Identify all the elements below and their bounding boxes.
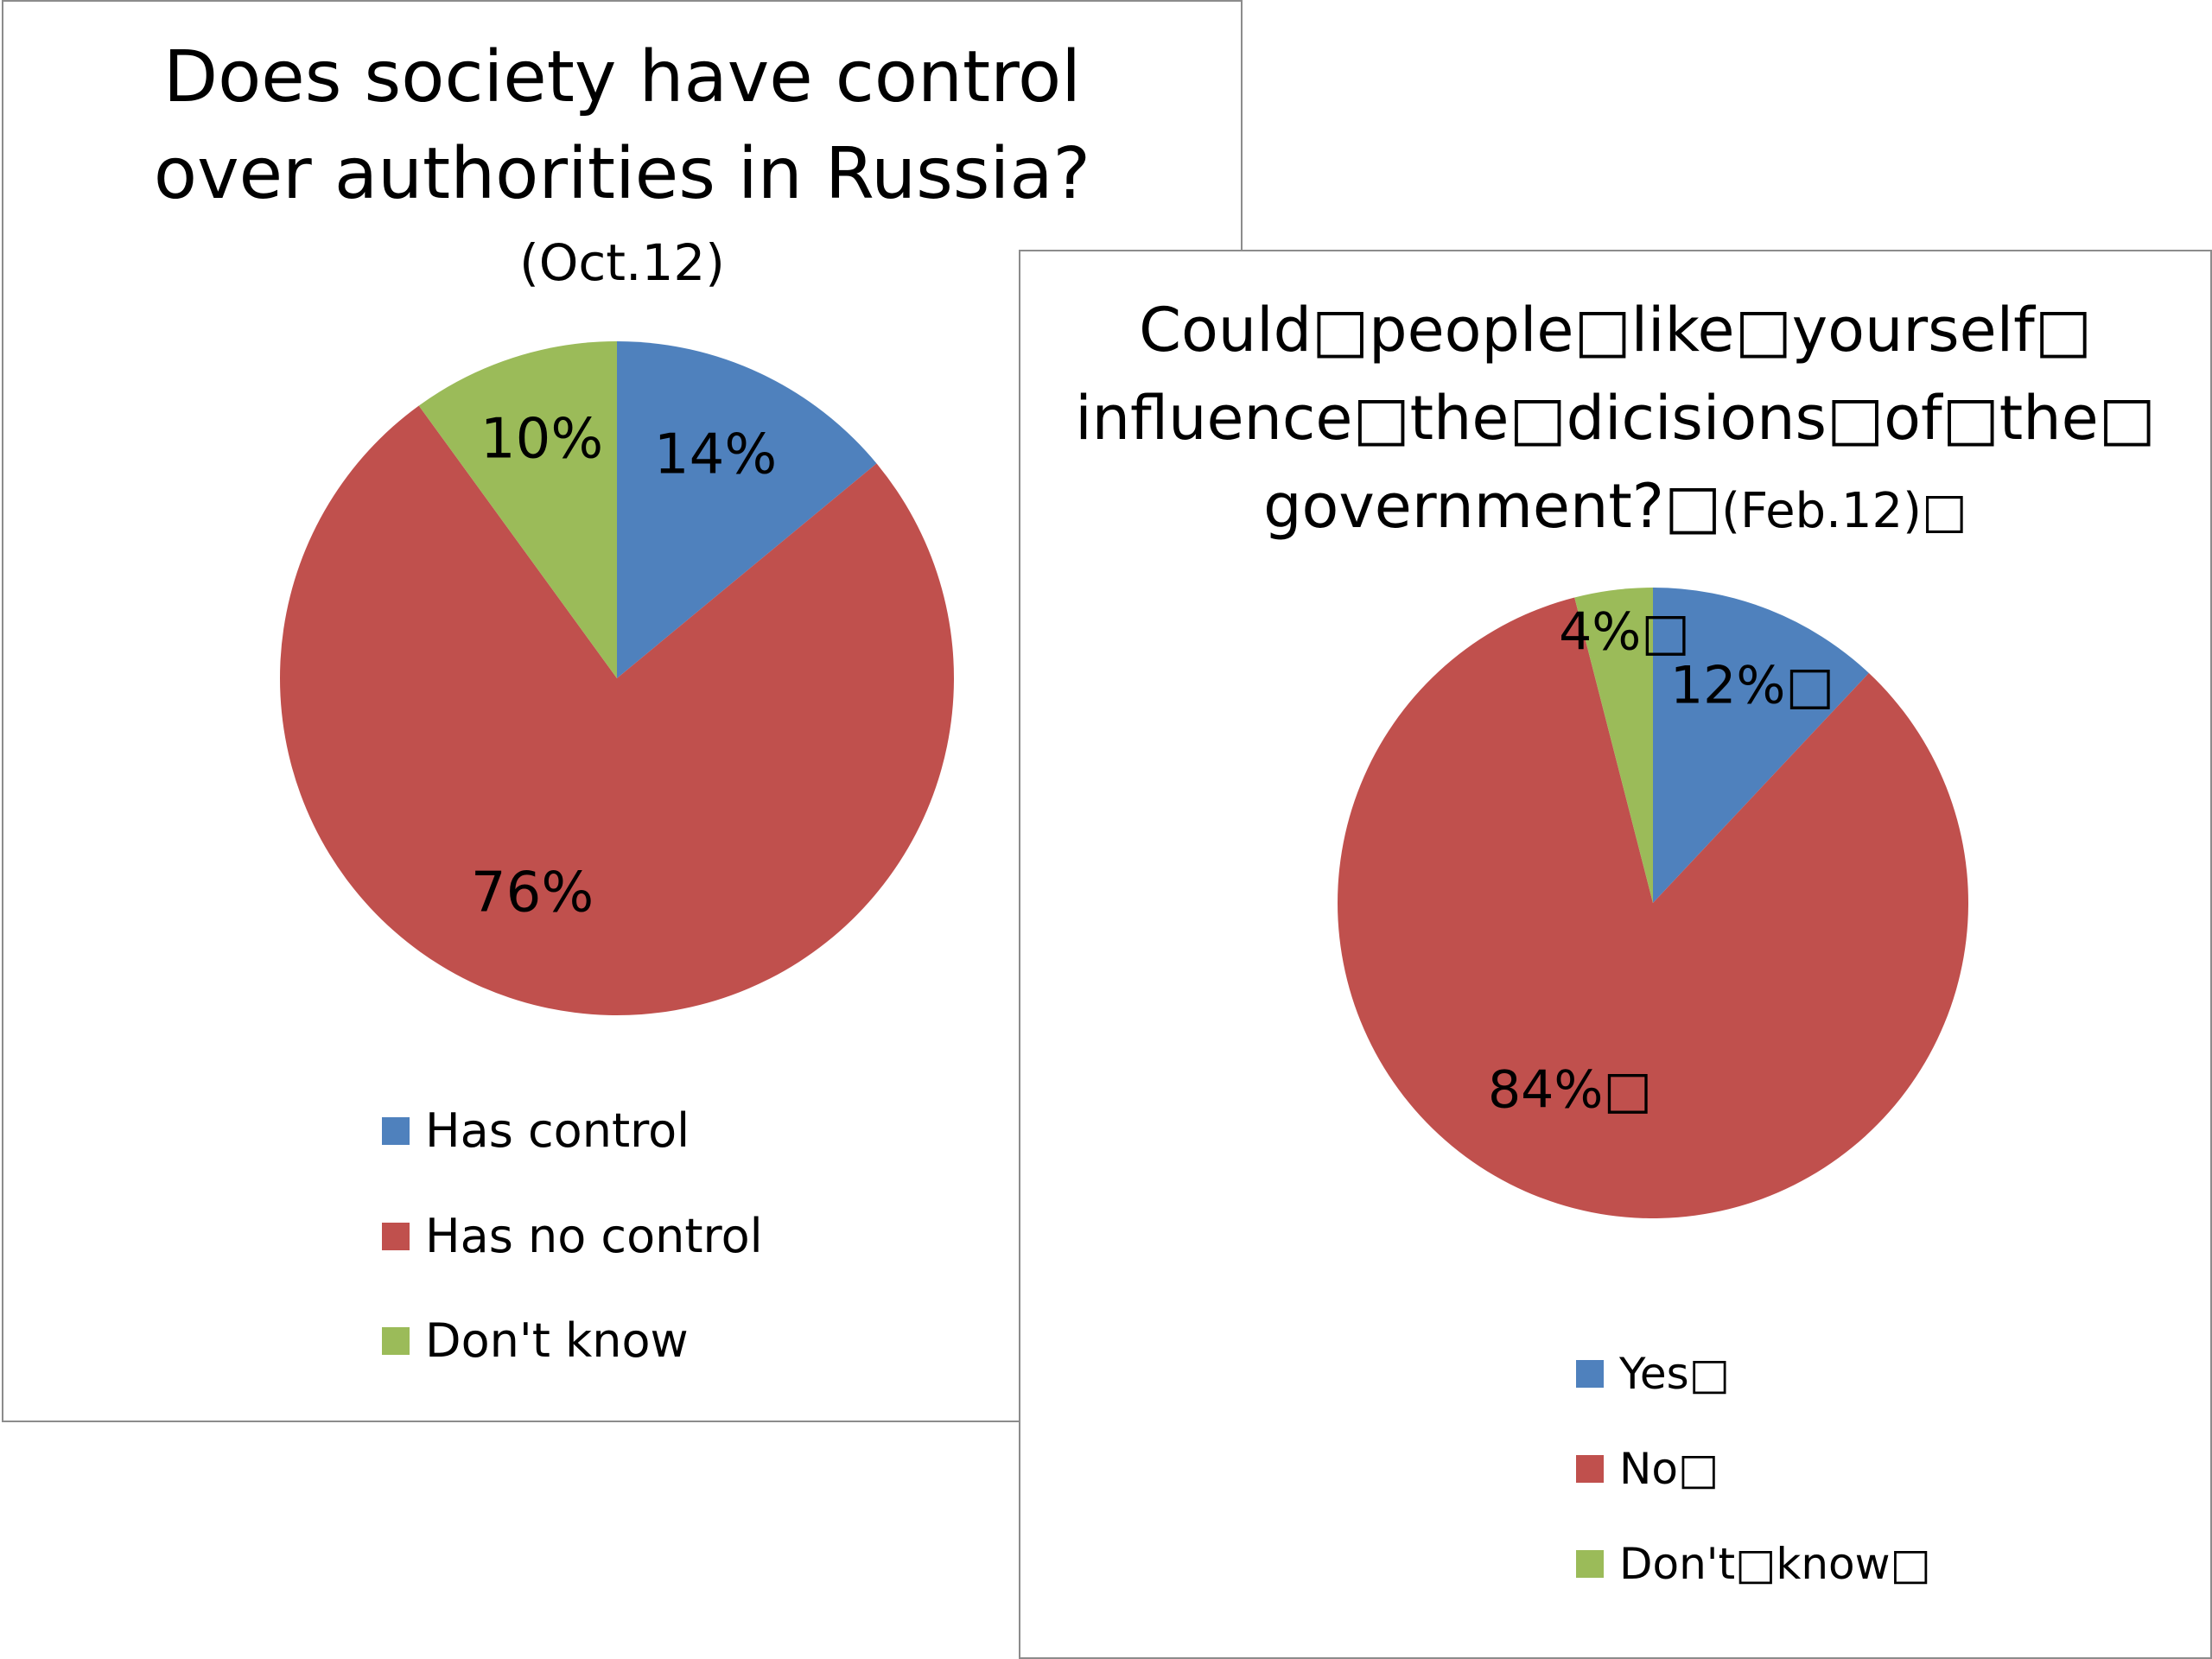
- pie-data-label-yes: 12%□: [1670, 656, 1834, 716]
- legend-swatch: [382, 1222, 410, 1250]
- legend-swatch: [382, 1116, 410, 1145]
- pie-slice-has-control: [617, 341, 877, 678]
- legend-label: Don't□know□: [1619, 1539, 1931, 1589]
- chart-subtitle: (Oct.12): [519, 233, 725, 292]
- pie-chart: 14% 76% 10%: [280, 341, 954, 1015]
- legend-label: Has control: [425, 1103, 690, 1158]
- pie-data-label-don-t-know: 4%□: [1559, 602, 1690, 663]
- chart-title-line-1: Could□people□like□yourself□: [1139, 295, 2092, 365]
- pie-chart: 12%□ 84%□ 4%□: [1338, 588, 1968, 1218]
- pie-slice-don-t-know: [1574, 588, 1653, 903]
- legend-swatch: [1576, 1455, 1604, 1483]
- legend-item-has-control: Has control: [382, 1103, 690, 1158]
- pie-slice-yes: [1653, 588, 1869, 903]
- legend-label: No□: [1619, 1444, 1719, 1494]
- chart-title-line-3-text: government?□: [1263, 471, 1722, 542]
- legend-item-no: No□: [1576, 1444, 1719, 1494]
- legend-item-dont-know: Don't know: [382, 1313, 689, 1368]
- legend-item-yes: Yes□: [1576, 1349, 1730, 1399]
- chart-title-line-1: Does society have control: [163, 36, 1081, 118]
- pie-slice-don-t-know: [418, 341, 617, 678]
- chart-title-line-2: influence□the□dicisions□of□the□: [1075, 383, 2156, 454]
- chart-title-line-3: government?□(Feb.12)□: [1020, 462, 2210, 556]
- legend-swatch: [382, 1326, 410, 1355]
- chart-title: Does society have control over authoriti…: [3, 29, 1241, 223]
- legend-swatch: [1576, 1550, 1604, 1578]
- legend-label: Don't know: [425, 1313, 689, 1368]
- pie-data-label-has-no-control: 76%: [471, 861, 594, 925]
- chart-title-line-2: over authorities in Russia?: [153, 133, 1091, 215]
- pie-data-label-no: 84%□: [1488, 1060, 1652, 1121]
- pie-slice-no: [1338, 597, 1968, 1218]
- legend-item-has-no-control: Has no control: [382, 1209, 763, 1263]
- chart-subtitle: (Feb.12)□: [1721, 483, 1967, 539]
- legend-item-dont-know: Don't□know□: [1576, 1539, 1931, 1589]
- chart-panel-influence-government: Could□people□like□yourself□ influence□th…: [1019, 250, 2212, 1659]
- legend-swatch: [1576, 1360, 1604, 1388]
- legend-label: Yes□: [1619, 1349, 1730, 1399]
- pie-data-label-don-t-know: 10%: [480, 408, 603, 472]
- pie-data-label-has-control: 14%: [654, 423, 777, 487]
- chart-title: Could□people□like□yourself□ influence□th…: [1020, 286, 2210, 556]
- pie-slice-has-no-control: [280, 405, 954, 1015]
- legend-label: Has no control: [425, 1209, 763, 1263]
